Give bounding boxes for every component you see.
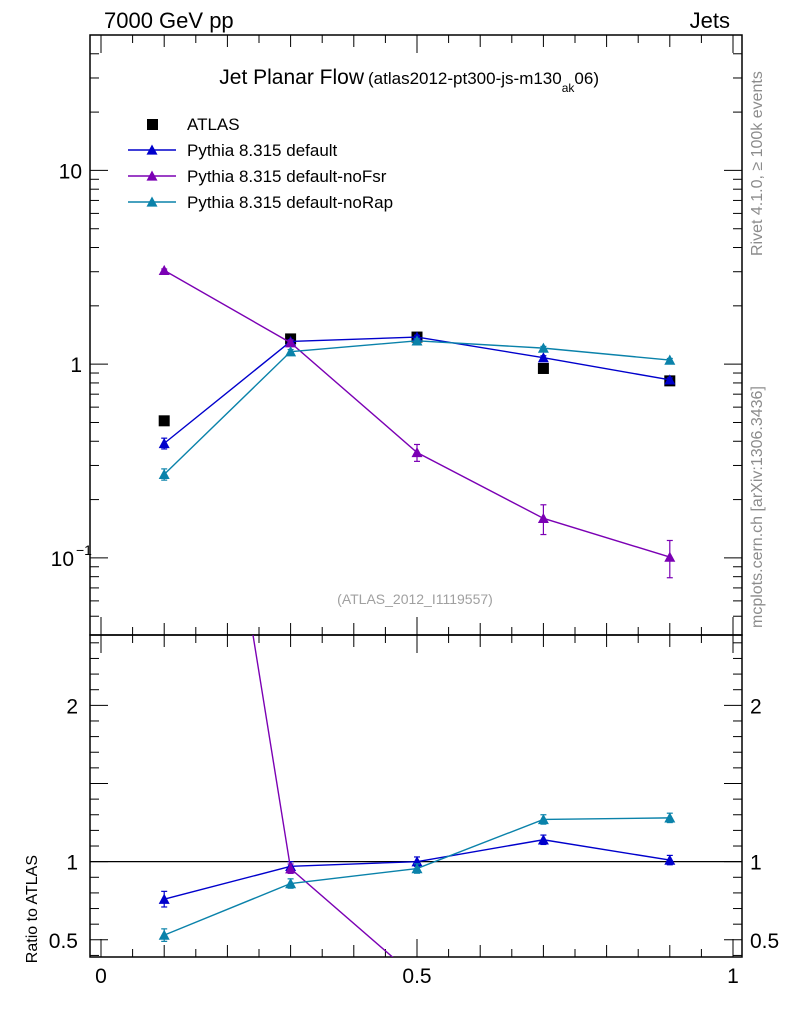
main-y-tick-label: 1: [70, 354, 82, 377]
pythia-8-315-default-nofsr-data-point: [158, 264, 170, 276]
legend-label-atlas: ATLAS: [187, 115, 240, 134]
analysis-id-watermark: (ATLAS_2012_I1119557): [337, 591, 493, 607]
x-tick-label: 0.5: [402, 965, 431, 988]
ratio-y-axis-label: Ratio to ATLAS: [24, 855, 41, 963]
legend: ATLAS Pythia 8.315 default Pythia 8.315 de…: [128, 115, 393, 212]
atlas-data-point: [537, 362, 549, 374]
main-y-tick-label: 10: [51, 548, 74, 571]
ratio-y-tick-label-right: 0.5: [750, 930, 779, 953]
chart-subtitle: (atlas2012-pt300-js-m130ak06): [368, 69, 599, 95]
atlas-data-point: [158, 415, 170, 427]
analysis-category-label: Jets: [690, 8, 730, 33]
main-panel-series: [158, 264, 676, 579]
legend-label-pythia-8-315-default-nofsr: Pythia 8.315 default-noFsr: [187, 167, 387, 186]
legend-marker-pythia-8-315-default-norap: [146, 196, 158, 207]
legend-label-pythia-8-315-default: Pythia 8.315 default: [187, 141, 338, 160]
ratio-pythia-8-315-default-data-point: [158, 893, 170, 904]
ratio-y-tick-label: 0.5: [49, 930, 78, 953]
legend-marker-pythia-8-315-default-nofsr: [146, 170, 158, 181]
main-y-tick-label: 10: [59, 160, 82, 183]
pythia-8-315-default-nofsr-data-point: [285, 337, 297, 348]
ratio-pythia-8-315-default-norap-data-point: [158, 929, 170, 940]
ratio-panel-series: [158, 635, 676, 957]
data-series: [158, 264, 676, 957]
pythia-8-315-default-norap-data-point: [537, 342, 549, 353]
pythia-8-315-default-data-point: [158, 437, 170, 449]
x-tick-label: 0: [95, 965, 107, 988]
ratio-pythia-8-315-default-norap-data-point: [285, 878, 297, 889]
ratio-pythia-8-315-default-norap-data-point: [411, 863, 423, 874]
main-y-tick-label-exponent: −1: [76, 542, 92, 558]
pythia-8-315-default-nofsr-data-point: [664, 551, 676, 562]
pythia-8-315-default-norap-data-point: [411, 335, 423, 346]
pythia-8-315-default-data-point: [537, 352, 549, 363]
ratio-pythia-8-315-default-data-point: [537, 834, 549, 845]
subtitle-subscript: ak: [562, 81, 576, 95]
ratio-y-tick-label: 1: [66, 852, 78, 875]
ratio-y-tick-label: 2: [66, 695, 78, 718]
pythia-8-315-default-norap-data-point: [158, 468, 170, 480]
legend-marker-pythia-8-315-default: [146, 144, 158, 155]
ratio-panel-frame: [89, 634, 743, 958]
ratio-pythia-8-315-default-norap-data-point: [664, 812, 676, 823]
collision-label: 7000 GeV pp: [104, 8, 234, 33]
pythia-8-315-default-nofsr-data-point: [411, 446, 423, 458]
ratio-y-tick-label-right: 2: [750, 695, 762, 718]
pythia-8-315-default-norap-data-point: [285, 346, 297, 357]
ratio-pythia-8-315-default-norap-line: [163, 817, 670, 936]
subtitle-suffix: 06): [574, 69, 599, 88]
legend-marker-atlas: [147, 119, 158, 130]
subtitle-prefix: (atlas2012-pt300-js-m130: [368, 69, 562, 88]
x-tick-label: 1: [727, 965, 739, 988]
legend-label-pythia-8-315-default-norap: Pythia 8.315 default-noRap: [187, 193, 393, 212]
ratio-pythia-8-315-default-data-point: [664, 854, 676, 865]
rivet-version-label: Rivet 4.1.0, ≥ 100k events: [749, 71, 766, 256]
ratio-pythia-8-315-default-nofsr-data-point: [285, 863, 297, 874]
pythia-8-315-default-norap-data-point: [664, 354, 676, 365]
pythia-8-315-default-data-point: [664, 374, 676, 385]
pythia-8-315-default-nofsr-data-point: [537, 512, 549, 524]
source-reference-label: mcplots.cern.ch [arXiv:1306.3436]: [749, 386, 766, 628]
chart-title: Jet Planar Flow: [219, 66, 365, 89]
ratio-y-tick-label-right: 1: [750, 852, 762, 875]
ratio-pythia-8-315-default-norap-data-point: [537, 813, 549, 825]
pythia-8-315-default-nofsr-line: [163, 269, 671, 558]
